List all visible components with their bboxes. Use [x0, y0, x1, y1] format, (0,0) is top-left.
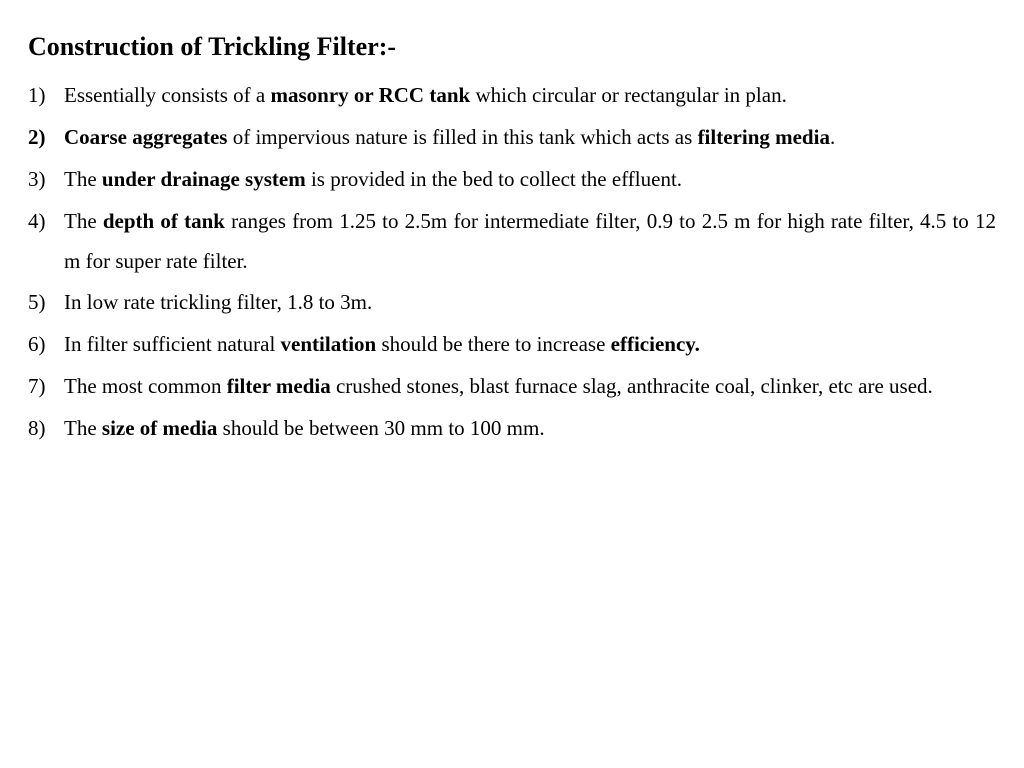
list-item: Essentially consists of a masonry or RCC… [28, 76, 996, 116]
text-segment: In filter sufficient natural [64, 332, 281, 356]
text-segment: crushed stones, blast furnace slag, anth… [331, 374, 933, 398]
text-segment: In low rate trickling filter, 1.8 to 3m. [64, 290, 372, 314]
text-segment: Essentially consists of a [64, 83, 270, 107]
list-item: The depth of tank ranges from 1.25 to 2.… [28, 202, 996, 282]
text-segment: size of media [102, 416, 217, 440]
text-segment: filtering media [698, 125, 830, 149]
text-segment: should be between 30 mm to 100 mm. [217, 416, 544, 440]
text-segment: which circular or rectangular in plan. [470, 83, 787, 107]
text-segment: should be there to increase [376, 332, 610, 356]
list-item: In low rate trickling filter, 1.8 to 3m. [28, 283, 996, 323]
text-segment: ventilation [281, 332, 377, 356]
text-segment: The [64, 209, 103, 233]
text-segment: The [64, 416, 102, 440]
list-item: The size of media should be between 30 m… [28, 409, 996, 449]
text-segment: . [830, 125, 835, 149]
list-item: The under drainage system is provided in… [28, 160, 996, 200]
page-title: Construction of Trickling Filter:- [28, 32, 996, 62]
text-segment: Coarse aggregates [64, 125, 227, 149]
text-segment: filter media [227, 374, 331, 398]
list-item: The most common filter media crushed sto… [28, 367, 996, 407]
text-segment: of impervious nature is filled in this t… [227, 125, 697, 149]
text-segment: masonry or RCC tank [270, 83, 470, 107]
list-item: Coarse aggregates of impervious nature i… [28, 118, 996, 158]
text-segment: is provided in the bed to collect the ef… [306, 167, 682, 191]
text-segment: depth of tank [103, 209, 225, 233]
text-segment: efficiency. [611, 332, 700, 356]
construction-list: Essentially consists of a masonry or RCC… [28, 76, 996, 449]
text-segment: The [64, 167, 102, 191]
text-segment: The most common [64, 374, 227, 398]
list-item: In filter sufficient natural ventilation… [28, 325, 996, 365]
text-segment: under drainage system [102, 167, 306, 191]
